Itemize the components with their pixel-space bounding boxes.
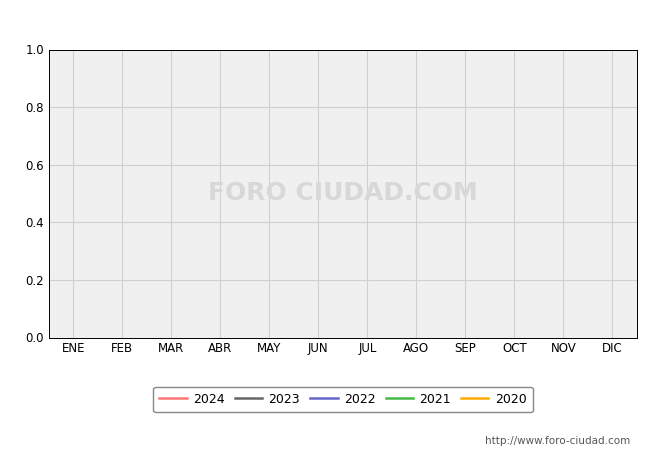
Text: http://www.foro-ciudad.com: http://www.foro-ciudad.com	[486, 436, 630, 446]
Legend: 2024, 2023, 2022, 2021, 2020: 2024, 2023, 2022, 2021, 2020	[153, 387, 532, 413]
Text: Matriculaciones de Vehiculos en Valsalobre: Matriculaciones de Vehiculos en Valsalob…	[146, 11, 504, 29]
Text: FORO CIUDAD.COM: FORO CIUDAD.COM	[208, 181, 478, 206]
